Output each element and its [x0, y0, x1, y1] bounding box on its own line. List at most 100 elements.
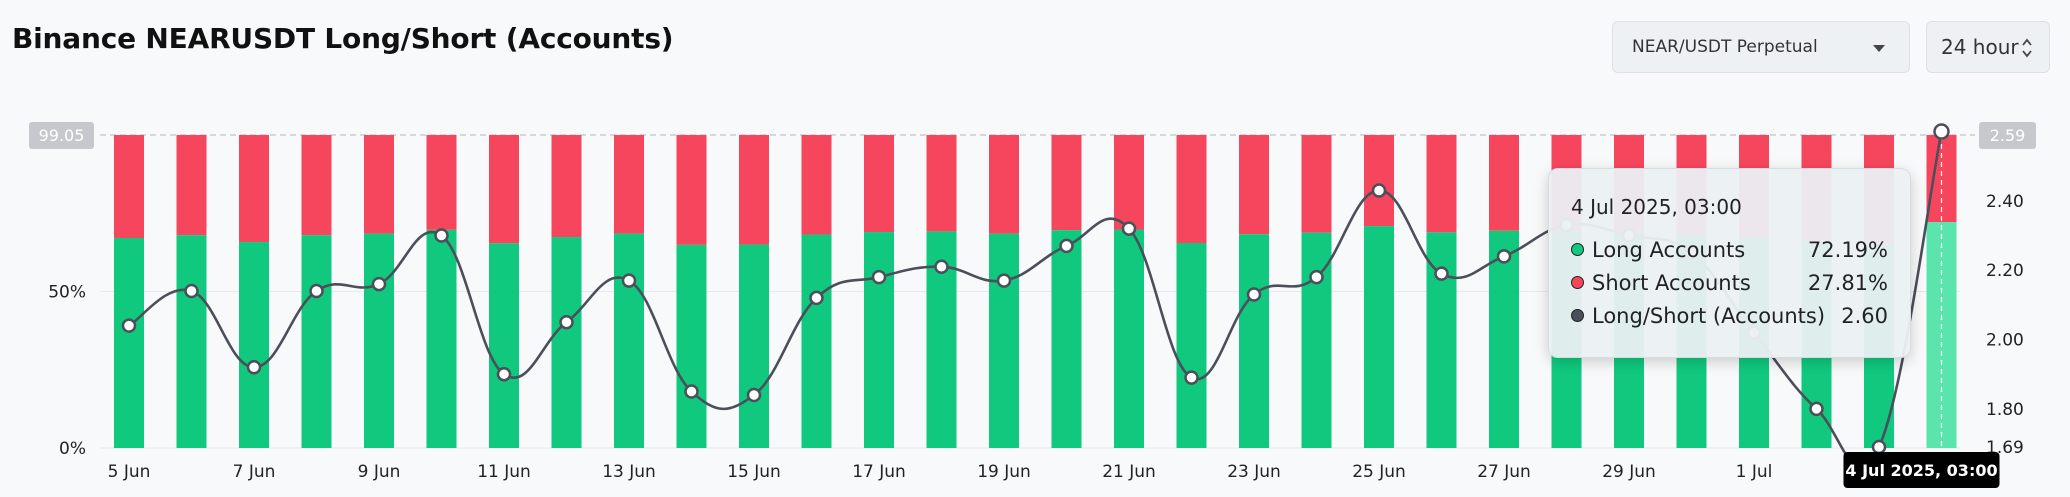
x-tick-label: 27 Jun — [1477, 462, 1531, 482]
bar-long — [1489, 230, 1519, 448]
bar-long — [489, 243, 519, 448]
tooltip-value: 72.19% — [1807, 237, 1888, 262]
y-left-tick-label: 50% — [48, 283, 86, 303]
bar-short — [926, 135, 957, 232]
bar-short — [989, 135, 1019, 234]
x-tick-label: 19 Jun — [977, 462, 1031, 482]
bar-short — [426, 135, 457, 230]
ratio-point — [121, 318, 137, 333]
x-tick-label: 23 Jun — [1227, 462, 1281, 482]
ratio-point — [309, 283, 324, 299]
bar-short — [1051, 135, 1082, 231]
x-tick-label: 21 Jun — [1102, 462, 1156, 482]
symbol-select-value: NEAR/USDT Perpetual — [1632, 37, 1818, 57]
ratio-point — [684, 384, 699, 399]
crosshair-right-badge — [1979, 122, 2036, 149]
crosshair-left-badge — [29, 122, 94, 149]
period-select-value: 24 hour — [1941, 35, 2019, 59]
ratio-point — [1496, 249, 1512, 264]
bar-short — [1114, 135, 1144, 230]
ratio-point — [434, 228, 449, 243]
bar-long — [1176, 242, 1207, 448]
ratio-point — [934, 259, 949, 274]
tooltip-label: Long Accounts — [1592, 237, 1746, 262]
x-tick-label: 9 Jun — [358, 462, 401, 482]
crosshair-x-label: 4 Jul 2025, 03:00 — [1845, 461, 1997, 480]
ratio-point — [1059, 238, 1074, 254]
bar-long — [989, 233, 1019, 448]
bar-short — [739, 135, 769, 245]
bar-long — [551, 237, 582, 448]
tooltip-row-short: Short Accounts 27.81% — [1571, 266, 1888, 299]
bar-long — [1364, 226, 1394, 448]
tooltip-label: Long/Short (Accounts) — [1592, 303, 1826, 328]
bar-long — [1114, 229, 1144, 448]
bar-short — [1176, 135, 1207, 243]
chart-tooltip: 4 Jul 2025, 03:00 Long Accounts 72.19% S… — [1548, 168, 1911, 358]
bar-long — [1301, 232, 1332, 448]
ratio-point — [496, 366, 512, 382]
page-title: Binance NEARUSDT Long/Short (Accounts) — [12, 22, 674, 55]
bar-short — [1489, 135, 1519, 231]
ratio-point — [1434, 266, 1449, 281]
x-tick-label: 5 Jun — [108, 462, 151, 482]
y-right-tick-label: 2.20 — [1986, 261, 2024, 281]
long-dot-icon — [1571, 243, 1584, 256]
tooltip-value: 27.81% — [1807, 270, 1888, 295]
tooltip-row-long: Long Accounts 72.19% — [1571, 233, 1888, 266]
y-right-tick-label: 2.40 — [1986, 192, 2024, 212]
x-tick-label: 15 Jun — [727, 462, 781, 482]
ratio-point — [184, 283, 199, 299]
symbol-select[interactable]: NEAR/USDT Perpetual — [1612, 21, 1910, 73]
ratio-point — [1184, 370, 1199, 385]
bar-short — [1239, 135, 1269, 235]
short-dot-icon — [1571, 276, 1584, 289]
x-tick-label: 11 Jun — [477, 462, 531, 482]
bar-long — [676, 244, 707, 448]
bar-short — [1364, 135, 1394, 227]
bar-long — [864, 232, 894, 448]
ratio-point — [1371, 183, 1387, 198]
bar-long — [426, 229, 457, 448]
sort-updown-icon — [2021, 36, 2033, 60]
ratio-point — [371, 276, 387, 292]
bar-long — [176, 235, 207, 448]
bar-short — [551, 135, 582, 238]
bar-short — [301, 135, 332, 236]
ratio-point — [746, 387, 762, 403]
x-tick-label: 17 Jun — [852, 462, 906, 482]
tooltip-value: 2.60 — [1841, 303, 1888, 328]
crosshair-right-value: 2.59 — [1990, 126, 2026, 145]
bar-long — [364, 233, 394, 448]
period-select[interactable]: 24 hour — [1926, 21, 2050, 73]
x-tick-label: 7 Jun — [233, 462, 276, 482]
bar-long — [239, 242, 269, 448]
bar-short — [489, 135, 519, 244]
bar-short — [176, 135, 207, 236]
ratio-point — [1121, 221, 1137, 236]
ratio-point — [1809, 401, 1824, 417]
ratio-dot-icon — [1571, 309, 1584, 322]
bar-short — [114, 135, 144, 238]
bar-short — [801, 135, 832, 235]
bar-long — [801, 234, 832, 448]
bar-short — [1426, 135, 1457, 233]
crosshair-x-badge — [1843, 452, 2000, 488]
tooltip-label: Short Accounts — [1592, 270, 1751, 295]
ratio-point — [559, 314, 574, 330]
ratio-point — [621, 273, 637, 288]
x-tick-label: 29 Jun — [1602, 462, 1656, 482]
ratio-point — [809, 290, 824, 306]
bar-long — [1051, 230, 1082, 448]
ratio-point — [871, 269, 887, 285]
ratio-point — [1246, 287, 1262, 302]
bar-long — [739, 244, 769, 448]
x-tick-label: 1 Jul — [1736, 462, 1773, 482]
crosshair-left-value: 99.05 — [39, 126, 85, 145]
bar-long — [614, 233, 644, 448]
bar-long — [301, 235, 332, 448]
bar-short — [614, 135, 644, 234]
bar-short — [239, 135, 269, 243]
y-left-tick-label: 0% — [59, 439, 86, 459]
x-tick-label: 25 Jun — [1352, 462, 1406, 482]
